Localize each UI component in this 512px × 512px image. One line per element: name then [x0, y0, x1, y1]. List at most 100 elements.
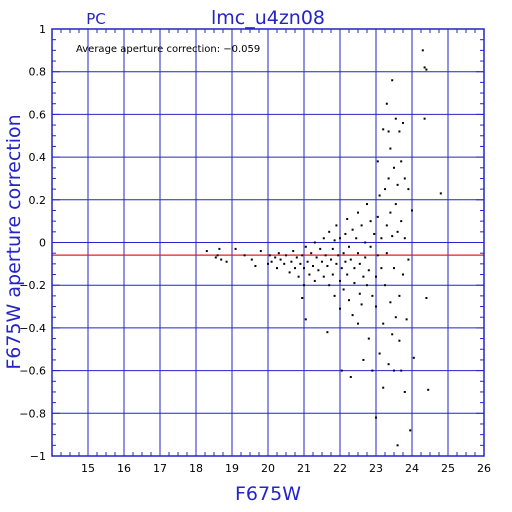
data-point — [303, 267, 305, 270]
data-point — [357, 322, 359, 325]
data-point — [337, 254, 340, 257]
data-point — [351, 314, 354, 317]
data-point — [339, 307, 341, 310]
data-point — [310, 252, 313, 255]
grid-lines — [51, 28, 485, 457]
data-point — [369, 220, 372, 223]
data-point — [243, 254, 246, 257]
data-point — [389, 147, 392, 150]
data-point — [358, 292, 361, 295]
data-point — [303, 284, 305, 287]
data-point — [328, 230, 331, 233]
data-point — [297, 275, 300, 278]
data-point — [335, 224, 338, 227]
data-point — [288, 271, 291, 274]
data-point — [358, 262, 361, 265]
data-point — [290, 260, 293, 263]
y-tick-label: 0.6 — [29, 108, 47, 121]
data-point — [364, 256, 367, 259]
data-point — [312, 264, 314, 267]
data-point — [277, 252, 280, 255]
data-point — [349, 376, 352, 379]
x-tick-label: 16 — [117, 462, 131, 475]
data-point — [391, 333, 394, 336]
data-point — [299, 262, 302, 265]
y-tick-label: 0 — [39, 237, 46, 250]
y-tick-label: 0.2 — [29, 194, 47, 207]
data-point — [250, 258, 253, 261]
data-point — [375, 305, 377, 308]
data-point — [371, 369, 374, 372]
data-point — [333, 294, 336, 297]
data-point — [439, 192, 442, 195]
y-tick-label: −0.6 — [19, 365, 46, 378]
x-tick-label: 23 — [369, 462, 383, 475]
data-point — [378, 352, 381, 355]
data-point — [394, 316, 397, 319]
y-tick-labels: 1 0.8 0.6 0.4 0.2 0 −0.2 −0.4 −0.6 −0.8 −1 — [19, 23, 46, 463]
data-point — [331, 247, 334, 250]
data-point — [306, 260, 309, 263]
data-point — [423, 117, 426, 120]
data-point — [405, 318, 408, 321]
x-tick-label: 24 — [405, 462, 419, 475]
data-point — [340, 267, 343, 270]
data-point — [339, 237, 341, 240]
data-point — [348, 299, 350, 302]
data-point — [398, 339, 401, 342]
data-point — [331, 273, 334, 276]
data-point — [205, 250, 208, 253]
plot-frame — [51, 28, 485, 457]
x-tick-label: 19 — [225, 462, 239, 475]
data-point — [387, 130, 390, 133]
data-point — [268, 254, 271, 257]
y-tick-label: 0.8 — [29, 66, 47, 79]
data-point — [384, 284, 386, 287]
data-point — [353, 282, 356, 285]
data-point — [385, 102, 388, 105]
data-point — [326, 264, 329, 267]
data-point — [384, 188, 386, 191]
y-tick-label: −0.4 — [19, 322, 46, 335]
data-point — [362, 275, 365, 278]
data-point — [330, 258, 332, 261]
data-point — [234, 247, 237, 250]
data-points — [205, 49, 442, 447]
data-point — [423, 66, 426, 69]
data-point — [355, 237, 358, 240]
data-point — [308, 273, 311, 276]
data-point — [274, 256, 277, 259]
data-point — [400, 160, 403, 163]
data-point — [393, 267, 395, 270]
data-point — [371, 294, 374, 297]
data-point — [322, 237, 325, 240]
data-point — [387, 177, 390, 180]
data-point — [225, 260, 228, 263]
data-point — [382, 128, 385, 131]
data-point — [385, 224, 388, 227]
data-point — [322, 275, 325, 278]
x-tick-label: 25 — [441, 462, 455, 475]
data-point — [421, 49, 424, 52]
data-point — [412, 356, 415, 359]
chart-annotation: Average aperture correction: −0.059 — [76, 44, 260, 55]
data-point — [427, 388, 430, 391]
data-point — [349, 258, 352, 261]
data-point — [254, 264, 257, 267]
data-point — [393, 369, 395, 372]
data-point — [218, 247, 221, 250]
data-point — [389, 211, 392, 214]
data-point — [376, 215, 379, 218]
data-point — [366, 203, 368, 206]
data-point — [389, 301, 392, 304]
data-point — [396, 230, 399, 233]
y-tick-label: 0.4 — [29, 151, 47, 164]
data-point — [346, 273, 349, 276]
data-point — [362, 358, 365, 361]
data-point — [357, 211, 359, 214]
data-point — [279, 258, 282, 261]
x-tick-label: 15 — [81, 462, 95, 475]
y-tick-label: −0.8 — [19, 407, 46, 420]
data-point — [214, 256, 217, 259]
